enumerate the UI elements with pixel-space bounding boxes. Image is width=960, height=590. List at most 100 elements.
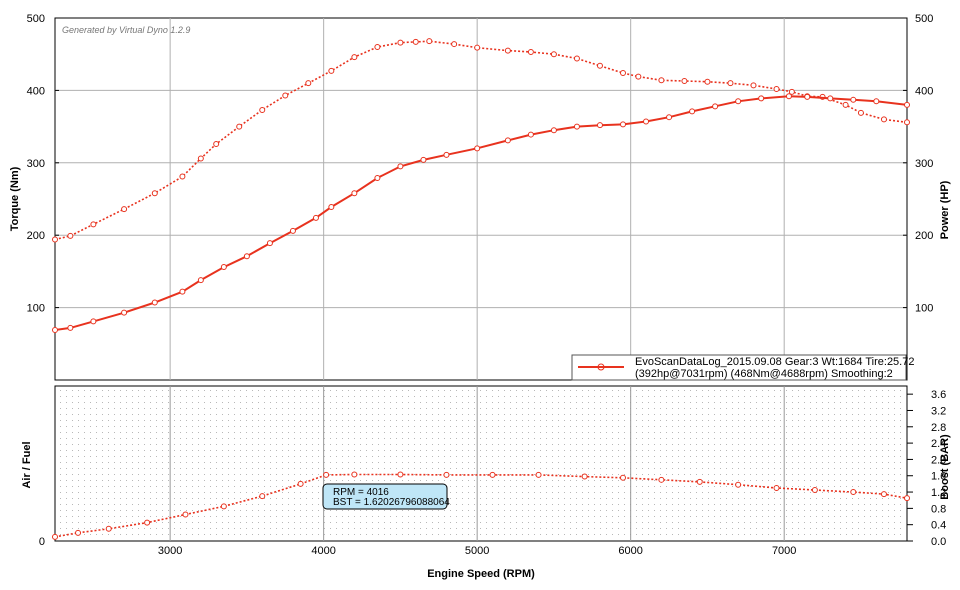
torque-point bbox=[504, 47, 511, 54]
power-point bbox=[243, 253, 250, 260]
torque-power-series bbox=[52, 38, 910, 334]
boost-series bbox=[52, 471, 910, 540]
boost-point bbox=[144, 519, 151, 526]
torque-tick-label: 300 bbox=[27, 158, 45, 170]
torque-point bbox=[773, 85, 780, 92]
power-point bbox=[596, 122, 603, 129]
torque-point bbox=[573, 55, 580, 62]
power-point bbox=[420, 156, 427, 163]
power-point bbox=[266, 240, 273, 247]
power-point bbox=[643, 118, 650, 125]
torque-point bbox=[904, 119, 910, 126]
power-point bbox=[289, 227, 296, 234]
rpm-tick-label: 5000 bbox=[465, 545, 489, 557]
torque-point bbox=[880, 116, 887, 123]
tooltip-line-1: RPM = 4016 bbox=[333, 487, 389, 498]
airfuel-axis-ticks: 0 bbox=[39, 536, 45, 548]
boost-tick-label: 3.2 bbox=[931, 405, 946, 417]
power-point bbox=[850, 96, 857, 103]
torque-point bbox=[259, 106, 266, 113]
boost-point bbox=[397, 471, 404, 478]
boost-tick-label: 1.2 bbox=[931, 487, 946, 499]
legend-box bbox=[571, 354, 907, 381]
power-point bbox=[52, 327, 58, 334]
boost-point bbox=[351, 471, 358, 478]
power-point bbox=[620, 121, 626, 128]
torque-point bbox=[426, 38, 433, 45]
boost-point bbox=[182, 511, 189, 518]
boost-point bbox=[811, 487, 818, 494]
power-point bbox=[735, 98, 742, 105]
boost-point bbox=[489, 471, 496, 478]
airfuel-boost-panel: 0 0.0 0.4 0.8 1.2 1.6 2.0 2.4 2.8 3.2 3.6 3000 400… bbox=[21, 385, 951, 580]
torque-point bbox=[635, 73, 642, 80]
power-point bbox=[712, 103, 719, 110]
torque-point bbox=[121, 206, 128, 213]
torque-point bbox=[842, 101, 849, 108]
torque-tick-label: 400 bbox=[27, 85, 45, 97]
torque-point bbox=[658, 77, 665, 84]
power-point bbox=[474, 145, 481, 152]
boost-point bbox=[696, 478, 703, 485]
torque-tick-label: 100 bbox=[27, 303, 45, 315]
torque-point bbox=[90, 221, 97, 228]
power-point bbox=[351, 190, 358, 197]
boost-point bbox=[105, 525, 112, 532]
torque-point bbox=[328, 67, 335, 74]
boost-axis-label: Boost (BAR) bbox=[939, 434, 951, 500]
legend[interactable]: EvoScanDataLog_2015.09.08 Gear:3 Wt:1684… bbox=[571, 354, 914, 381]
power-point bbox=[689, 108, 696, 115]
rpm-tick-label: 7000 bbox=[772, 545, 796, 557]
power-point bbox=[151, 299, 158, 306]
torque-tick-label: 200 bbox=[27, 230, 45, 242]
dot-fill bbox=[56, 387, 906, 540]
power-point bbox=[873, 98, 880, 105]
torque-point bbox=[52, 236, 58, 243]
boost-point bbox=[735, 481, 742, 488]
legend-marker-swatch bbox=[597, 363, 605, 371]
torque-point bbox=[596, 62, 603, 69]
power-point bbox=[527, 131, 534, 138]
power-point bbox=[504, 137, 511, 144]
boost-point bbox=[220, 503, 227, 510]
boost-tick-label: 0.4 bbox=[931, 520, 946, 532]
power-point bbox=[397, 163, 404, 170]
rpm-tick-label: 4000 bbox=[311, 545, 335, 557]
boost-tick-label: 1.6 bbox=[931, 471, 946, 483]
boost-point bbox=[581, 473, 588, 480]
power-point bbox=[666, 114, 673, 121]
boost-point bbox=[880, 491, 887, 498]
power-tick-label: 400 bbox=[915, 85, 933, 97]
torque-point bbox=[451, 41, 458, 48]
torque-axis-label: Torque (Nm) bbox=[9, 166, 21, 231]
power-point bbox=[904, 101, 910, 108]
power-point bbox=[443, 151, 450, 158]
boost-tick-label: 2.0 bbox=[931, 454, 946, 466]
power-point bbox=[804, 93, 811, 100]
rpm-tick-label: 3000 bbox=[158, 545, 182, 557]
power-point bbox=[758, 95, 765, 102]
boost-point bbox=[773, 484, 780, 491]
boost-curve bbox=[54, 473, 908, 538]
torque-point bbox=[197, 155, 204, 162]
torque-point bbox=[527, 49, 534, 56]
boost-point bbox=[259, 493, 266, 500]
torque-point bbox=[179, 173, 186, 180]
boost-point bbox=[850, 489, 857, 496]
airfuel-axis-label: Air / Fuel bbox=[21, 441, 33, 488]
boost-point bbox=[297, 480, 304, 487]
rpm-tick-label: 6000 bbox=[618, 545, 642, 557]
torque-point bbox=[282, 92, 289, 99]
torque-point bbox=[151, 190, 158, 197]
boost-point bbox=[904, 495, 910, 502]
power-point bbox=[197, 277, 204, 284]
power-axis-ticks: 100 200 300 400 500 bbox=[903, 13, 933, 315]
torque-point bbox=[412, 38, 419, 45]
torque-point bbox=[620, 70, 626, 77]
boost-point bbox=[323, 471, 330, 478]
power-point bbox=[220, 264, 227, 271]
bottom-grid bbox=[169, 386, 785, 541]
torque-point bbox=[474, 44, 481, 51]
power-point bbox=[179, 288, 186, 295]
